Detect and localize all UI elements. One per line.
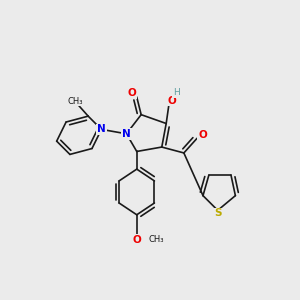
Text: N: N bbox=[122, 129, 131, 139]
Text: CH₃: CH₃ bbox=[67, 97, 83, 106]
Text: O: O bbox=[127, 88, 136, 98]
Text: CH₃: CH₃ bbox=[148, 235, 164, 244]
Text: S: S bbox=[214, 208, 221, 218]
Text: H: H bbox=[173, 88, 180, 97]
Text: O: O bbox=[198, 130, 207, 140]
Text: N: N bbox=[97, 124, 106, 134]
Text: O: O bbox=[168, 95, 176, 106]
Text: O: O bbox=[132, 235, 141, 245]
